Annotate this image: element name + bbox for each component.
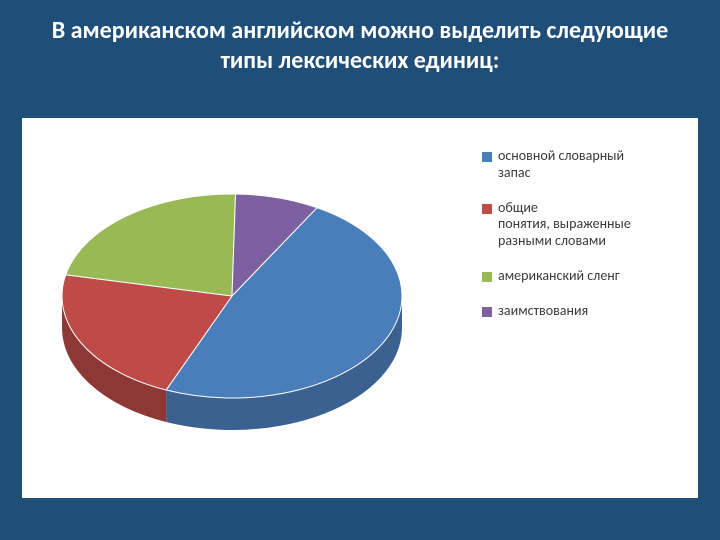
legend-swatch (482, 272, 492, 282)
legend-item: общие понятия, выраженные разными словам… (482, 200, 687, 250)
legend-label: общие понятия, выраженные разными словам… (498, 200, 631, 250)
chart-area: основной словарный запас общие понятия, в… (22, 118, 698, 498)
legend-swatch (482, 204, 492, 214)
slide-title: В американском английском можно выделить… (0, 0, 720, 86)
legend-item: основной словарный запас (482, 148, 687, 182)
legend-item: американский сленг (482, 268, 687, 285)
legend-label: заимствования (498, 303, 588, 320)
legend-item: заимствования (482, 303, 687, 320)
legend-swatch (482, 152, 492, 162)
legend: основной словарный запас общие понятия, в… (482, 148, 687, 338)
legend-label: американский сленг (498, 268, 620, 285)
legend-swatch (482, 307, 492, 317)
slide: В американском английском можно выделить… (0, 0, 720, 540)
pie-top (62, 194, 402, 398)
legend-label: основной словарный запас (498, 148, 624, 182)
